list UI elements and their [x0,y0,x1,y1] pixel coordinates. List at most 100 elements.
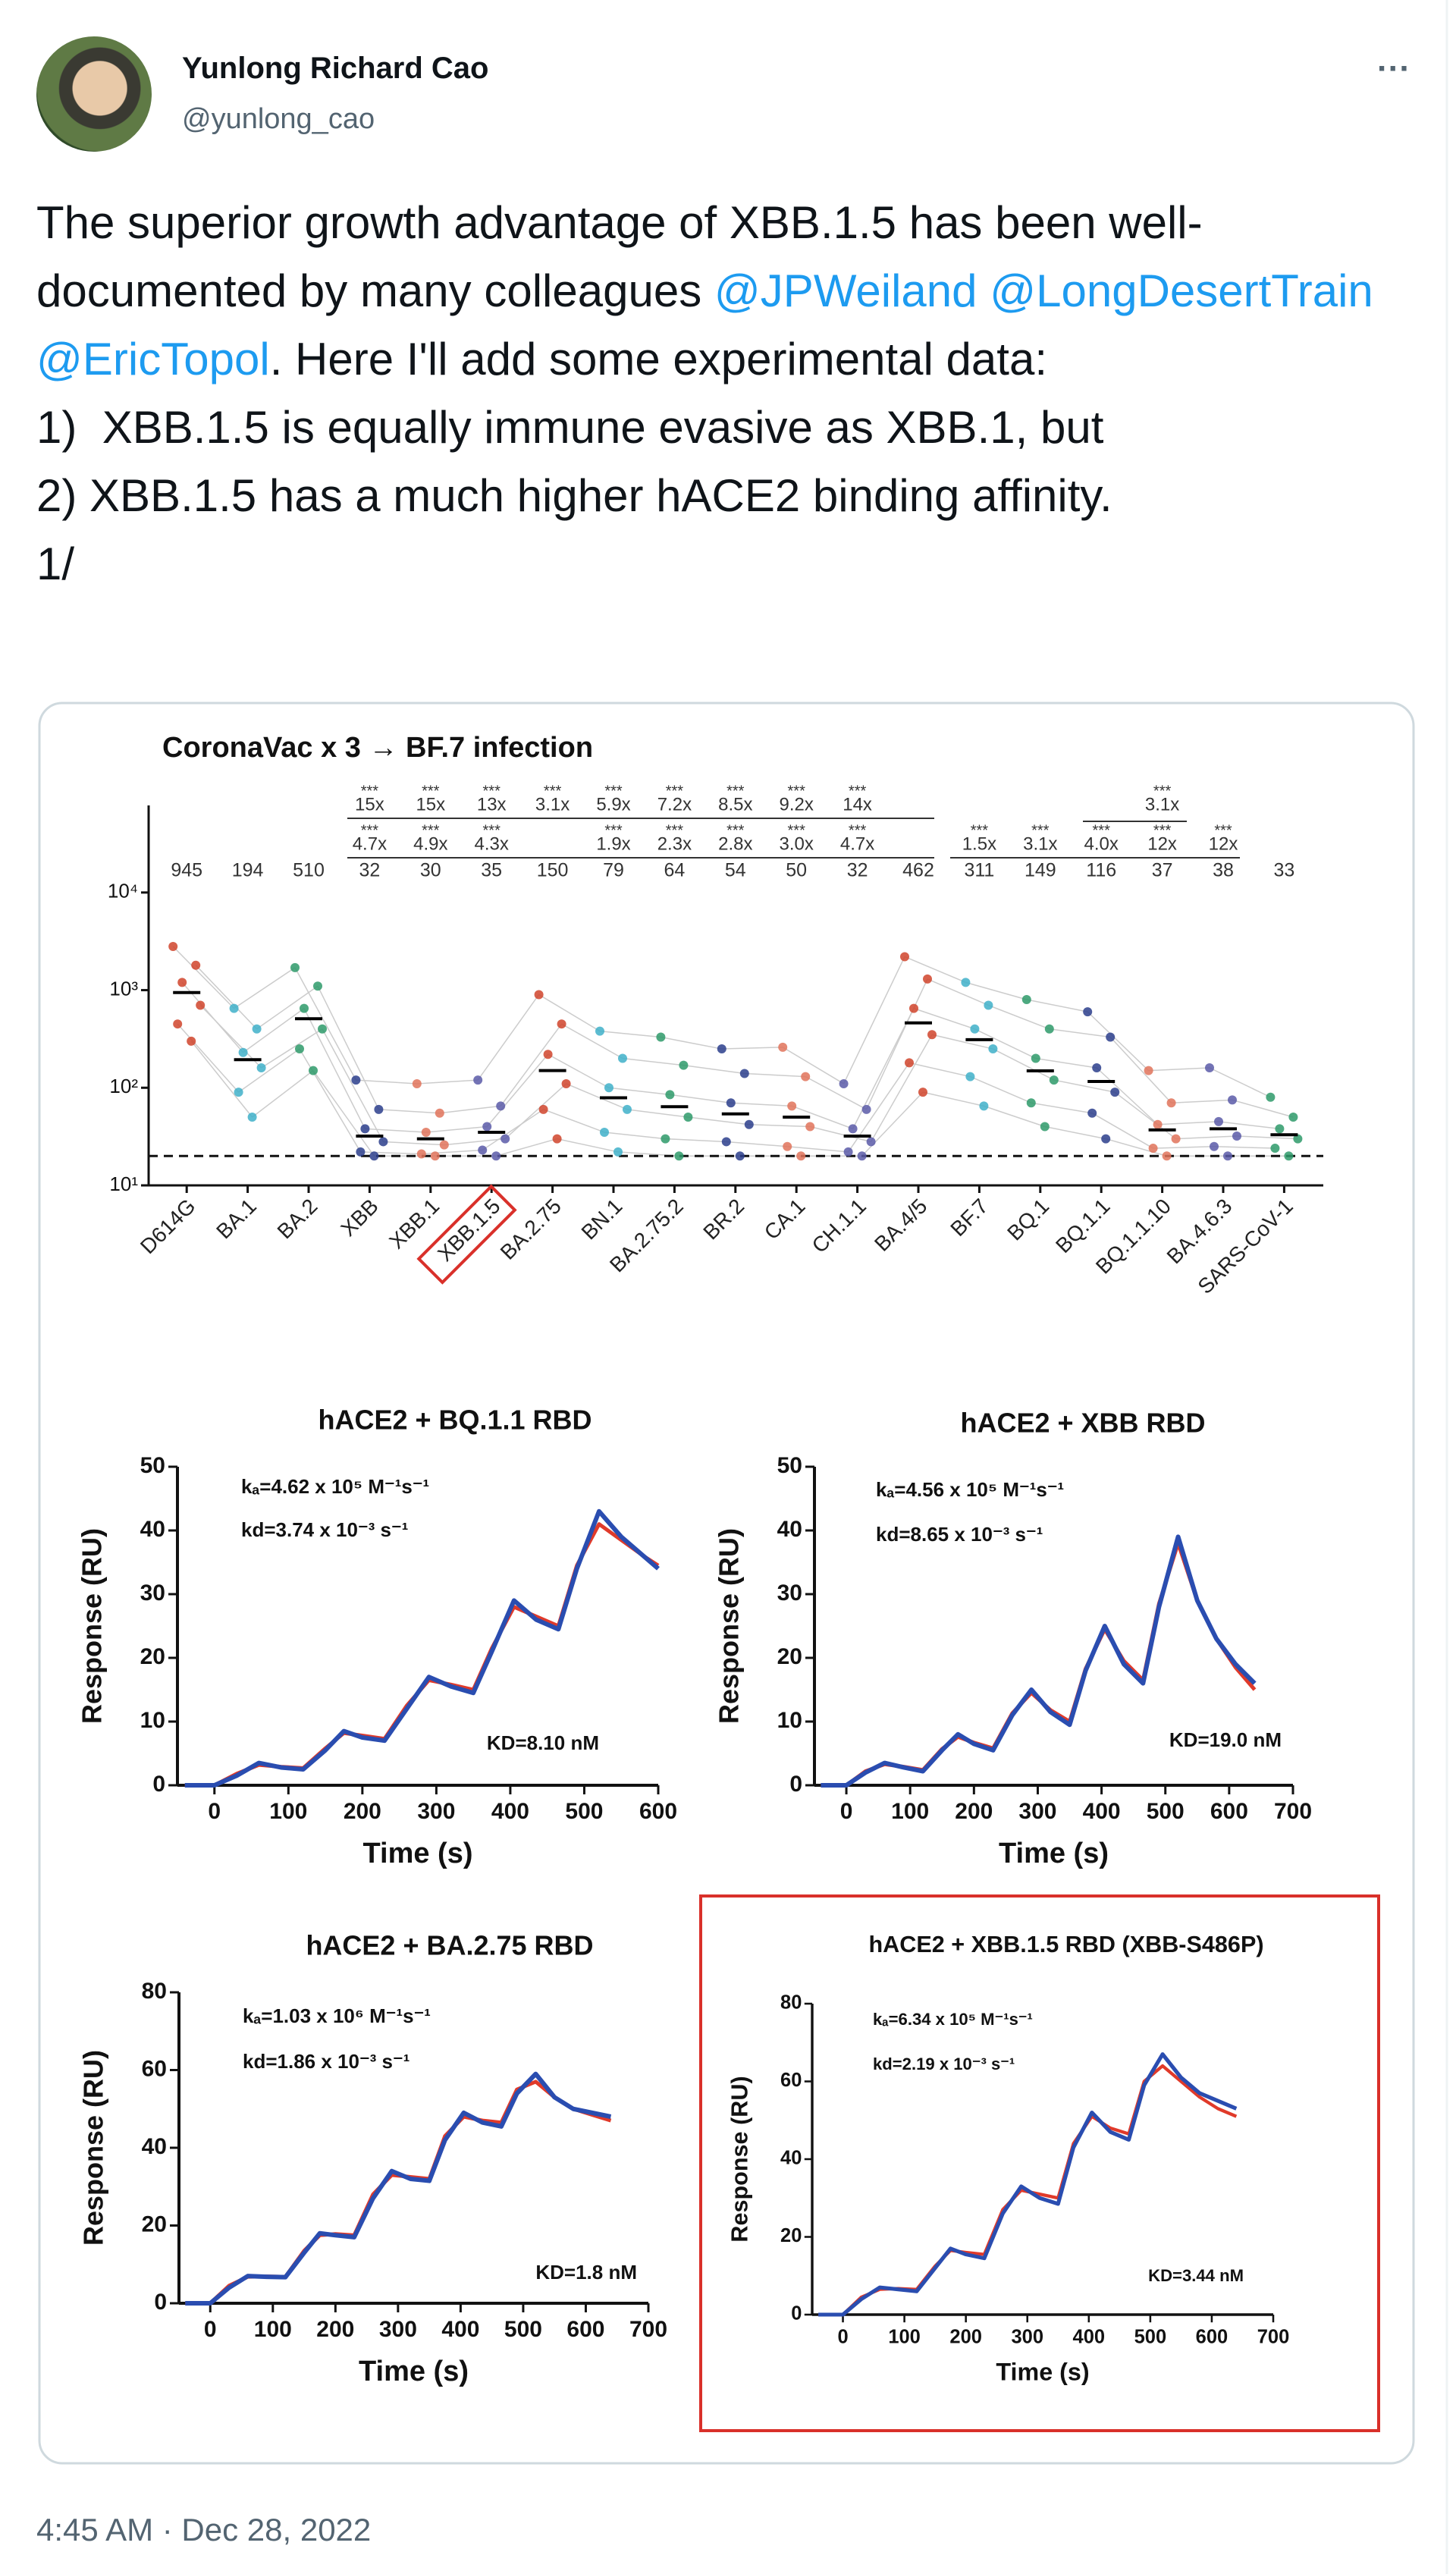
significance: *** [483,783,501,799]
more-button[interactable]: ··· [1377,50,1410,87]
data-point [923,974,932,984]
data-point [369,1151,379,1161]
fold-change: 1.9x [596,833,630,854]
data-point [416,1149,426,1159]
significance: *** [666,822,684,839]
x-tick-label: 100 [269,1799,307,1824]
kinetics-annotation: kd=8.65 x 10⁻³ s⁻¹ [876,1523,1043,1546]
chart-title: hACE2 + XBB.1.5 RBD (XBB-S486P) [868,1932,1263,1957]
mention-link[interactable]: @EricTopol [36,334,270,385]
fold-change: 3.0x [780,833,814,854]
y-tick-label: 0 [789,1772,802,1797]
data-point [234,1088,243,1097]
donor-link [1157,1121,1219,1125]
donor-link [177,1023,240,1093]
tweet-segment: The superior growth advantage of XBB.1.5… [36,197,1203,316]
author-handle[interactable]: @yunlong_cao [182,103,375,135]
y-tick-label: 10² [109,1075,138,1097]
x-tick-label: 300 [417,1799,455,1824]
data-point [1153,1119,1163,1129]
data-point [356,1147,366,1157]
donor-link [303,1008,366,1129]
gmt-label: 149 [1025,860,1056,881]
data-point [1284,1151,1294,1161]
donor-link [261,1028,323,1069]
y-tick-label: 40 [780,2148,802,2169]
donor-link [425,1125,488,1133]
gmt-label: 945 [171,860,202,881]
donor-link [604,1132,666,1140]
kinetics-annotation: kₐ=4.56 x 10⁵ M⁻¹s⁻¹ [876,1478,1064,1501]
avatar[interactable] [36,36,152,152]
sensorgram-curve [185,2071,612,2306]
mention-link[interactable]: @LongDesertTrain [990,265,1373,316]
donor-link [965,981,1028,1000]
donor-link [495,1138,557,1157]
donor-link [665,1138,726,1143]
data-point [656,1032,666,1042]
data-point [374,1104,384,1114]
donor-link [557,1138,619,1153]
donor-link [356,1079,417,1085]
data-point [1223,1151,1232,1161]
author-name[interactable]: Yunlong Richard Cao [182,52,489,85]
donor-link [238,1048,300,1093]
data-point [1232,1131,1241,1141]
timestamp[interactable]: 4:45 AM · Dec 28, 2022 [36,2512,372,2547]
donor-link [482,1109,544,1151]
donor-link [974,1028,1037,1059]
kinetics-annotation: kd=2.19 x 10⁻³ s⁻¹ [873,2054,1015,2073]
data-point [674,1151,684,1161]
y-tick-label: 10¹ [109,1172,138,1195]
data-point [247,1113,257,1122]
donor-link [993,1048,1055,1081]
y-tick-label: 20 [142,2211,167,2237]
donor-link [726,1141,788,1147]
data-point [421,1127,431,1137]
significance: *** [483,822,501,839]
data-point [478,1145,488,1155]
highlight-box [699,1894,1380,2432]
fold-change: 12x [1209,833,1238,854]
donor-link [1105,1138,1167,1157]
y-tick-label: 50 [140,1453,165,1478]
donor-link [195,965,258,1030]
x-tick-label: 100 [891,1799,929,1824]
data-point [909,1003,918,1013]
donor-link [383,1141,444,1146]
data-point [1021,995,1031,1005]
donor-link [317,985,380,1110]
data-point [900,952,909,962]
gmt-label: 35 [481,860,502,881]
donor-link [904,956,966,984]
x-tick-label: 600 [1210,1799,1248,1824]
data-point [378,1137,388,1147]
y-tick-label: 0 [791,2303,802,2324]
x-axis-label: Time (s) [996,2359,1089,2386]
fold-change: 8.5x [718,794,752,815]
donor-link [721,1047,783,1050]
donor-link [561,1023,623,1059]
donor-link [256,985,318,1030]
donor-link [439,1105,501,1114]
x-tick-label: 500 [565,1799,603,1824]
data-point [1275,1124,1285,1134]
y-tick-label: 40 [142,2134,167,2159]
data-point [848,1124,858,1134]
data-point [1270,1144,1280,1154]
data-point [256,1063,266,1073]
mention-link[interactable]: @JPWeiland [714,265,977,316]
donor-link [922,1091,984,1107]
significance: *** [1214,822,1232,839]
data-point [1144,1066,1153,1075]
highlight-box [416,1184,517,1285]
chart-title: hACE2 + XBB RBD [960,1408,1205,1439]
donor-link [1109,1037,1172,1103]
y-tick-label: 40 [140,1517,165,1542]
x-tick-label: 600 [639,1799,677,1824]
data-point [173,1019,183,1029]
fold-change: 3.1x [1023,833,1057,854]
data-point [604,1083,613,1093]
fold-change: 3.1x [1145,794,1179,815]
data-point [988,1044,998,1054]
